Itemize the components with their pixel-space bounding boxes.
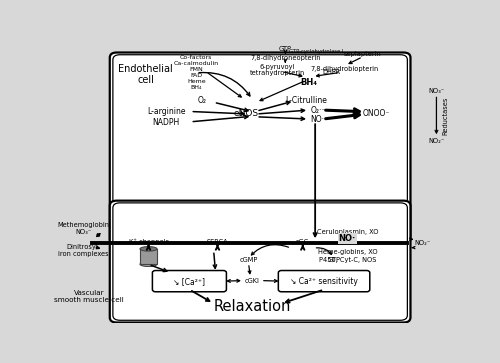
- Text: BH₄: BH₄: [300, 78, 318, 87]
- Text: Co-factors
Ca-calmodulin
FMN
FAD
Heme
BH₄: Co-factors Ca-calmodulin FMN FAD Heme BH…: [174, 55, 219, 90]
- Text: NADPH: NADPH: [152, 118, 180, 127]
- Text: GTP: GTP: [279, 46, 292, 52]
- Text: Ceruloplasmin, XO: Ceruloplasmin, XO: [316, 229, 378, 235]
- FancyBboxPatch shape: [140, 249, 157, 264]
- Text: Relaxation: Relaxation: [214, 299, 291, 314]
- Text: sGC: sGC: [296, 239, 310, 245]
- Text: DHFR: DHFR: [322, 69, 341, 74]
- Text: NO·: NO·: [338, 234, 356, 243]
- Text: Reductases: Reductases: [442, 97, 448, 135]
- Text: Heme-globins, XO
P450, Cyt-C, NOS: Heme-globins, XO P450, Cyt-C, NOS: [318, 249, 377, 263]
- Text: 7,8-dihydroneopterin: 7,8-dihydroneopterin: [250, 55, 320, 61]
- Text: Vascular
smooth muscle cell: Vascular smooth muscle cell: [54, 290, 124, 303]
- Ellipse shape: [140, 262, 157, 266]
- Text: O₂: O₂: [198, 96, 206, 105]
- Text: K⁺ channels: K⁺ channels: [128, 239, 168, 245]
- Text: sepiapterin: sepiapterin: [344, 51, 382, 57]
- Text: ONOO⁻: ONOO⁻: [362, 110, 390, 118]
- Text: cGMP: cGMP: [240, 257, 258, 263]
- Text: O₂·⁻: O₂·⁻: [310, 106, 326, 115]
- Text: NO₃⁻: NO₃⁻: [428, 88, 444, 94]
- Text: 6-pyruvoyl
tetrahydropterin: 6-pyruvoyl tetrahydropterin: [250, 64, 305, 77]
- Text: Endothelial
cell: Endothelial cell: [118, 64, 173, 85]
- Text: cGKI: cGKI: [245, 278, 260, 284]
- Text: GTP-cyclohydrolase I: GTP-cyclohydrolase I: [289, 49, 344, 54]
- Text: eNOS: eNOS: [234, 109, 259, 118]
- Text: NO₂⁻: NO₂⁻: [414, 240, 431, 246]
- Text: Dinitrosyl-
iron complexes: Dinitrosyl- iron complexes: [58, 244, 108, 257]
- Text: GTP: GTP: [327, 257, 340, 263]
- Text: Methemoglobin
NO₃⁻: Methemoglobin NO₃⁻: [57, 221, 109, 234]
- Text: SERCA: SERCA: [206, 239, 229, 245]
- Text: L-arginine: L-arginine: [147, 107, 186, 116]
- FancyBboxPatch shape: [278, 270, 370, 292]
- FancyBboxPatch shape: [152, 270, 226, 292]
- Text: NO·: NO·: [310, 115, 324, 123]
- Text: ↘ [Ca²⁺]: ↘ [Ca²⁺]: [174, 277, 206, 286]
- Text: 7,8-dihydrobiopterin: 7,8-dihydrobiopterin: [310, 66, 378, 72]
- Text: L-Citrulline: L-Citrulline: [286, 95, 328, 105]
- Ellipse shape: [140, 246, 157, 251]
- Text: ↘ Ca²⁺ sensitivity: ↘ Ca²⁺ sensitivity: [290, 277, 358, 286]
- FancyBboxPatch shape: [110, 53, 410, 244]
- Text: NO₂⁻: NO₂⁻: [428, 138, 444, 144]
- FancyBboxPatch shape: [110, 201, 410, 322]
